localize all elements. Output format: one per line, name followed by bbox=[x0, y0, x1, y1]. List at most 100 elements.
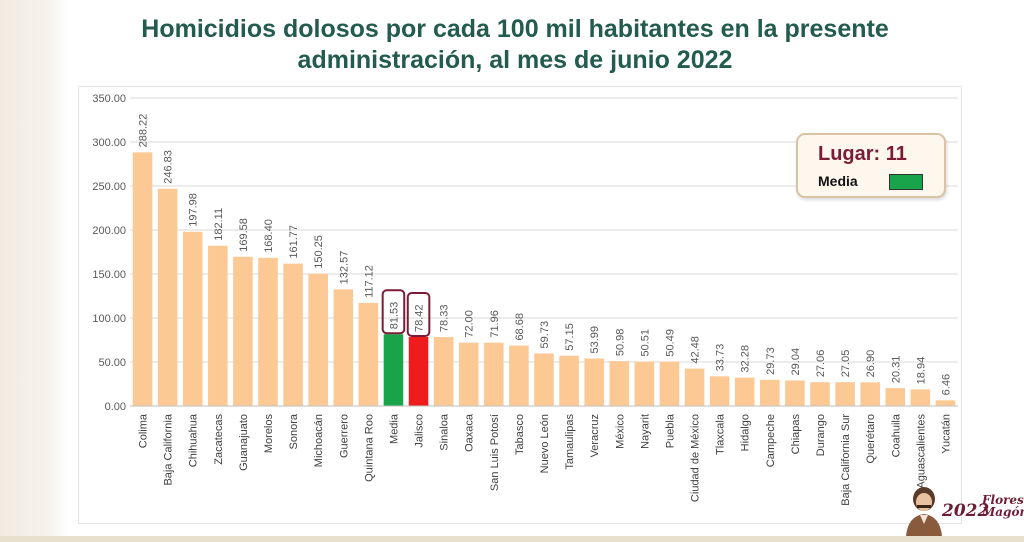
data-label: 132.57 bbox=[338, 251, 350, 285]
data-label: 50.51 bbox=[639, 329, 651, 357]
bar bbox=[308, 273, 328, 406]
data-label: 42.48 bbox=[690, 336, 702, 364]
data-label: 6.46 bbox=[940, 374, 952, 395]
logo-year: 2022 bbox=[942, 501, 990, 521]
data-label: 161.77 bbox=[288, 225, 300, 259]
bar bbox=[283, 263, 303, 406]
bar bbox=[258, 257, 278, 406]
category-label: Guanajuato bbox=[238, 414, 250, 471]
portrait-icon bbox=[906, 487, 942, 536]
category-label: Aguascalientes bbox=[915, 414, 927, 489]
category-label: Oaxaca bbox=[464, 413, 476, 452]
y-tick-label: 100.00 bbox=[92, 313, 126, 325]
y-tick-label: 50.00 bbox=[98, 357, 126, 369]
y-tick-label: 300.00 bbox=[92, 137, 126, 149]
data-label: 68.68 bbox=[514, 313, 526, 341]
bottom-border bbox=[0, 536, 1024, 542]
bar bbox=[860, 382, 880, 406]
bar bbox=[785, 380, 805, 406]
legend-box: Lugar: 11 Media bbox=[796, 133, 946, 198]
data-label: 117.12 bbox=[363, 265, 375, 298]
category-label: Baja California Sur bbox=[840, 414, 852, 506]
category-label: Media bbox=[388, 413, 400, 444]
bar bbox=[509, 345, 529, 406]
category-label: Chihuahua bbox=[188, 413, 200, 467]
category-label: Veracruz bbox=[589, 414, 601, 457]
bar bbox=[132, 152, 153, 406]
bar bbox=[433, 337, 454, 406]
data-label: 26.90 bbox=[865, 350, 877, 378]
category-label: Tlaxcala bbox=[715, 413, 727, 455]
data-label: 72.00 bbox=[464, 310, 476, 338]
logo-name: Flores Magón bbox=[982, 493, 1024, 518]
bar bbox=[182, 231, 203, 406]
y-tick-label: 0.00 bbox=[105, 401, 126, 413]
category-label: México bbox=[614, 414, 626, 449]
category-label: Ciudad de México bbox=[690, 414, 702, 502]
data-label: 50.49 bbox=[664, 329, 676, 357]
bar bbox=[935, 400, 956, 406]
logo-name-line1: Flores bbox=[982, 493, 1024, 507]
category-label: Guerrero bbox=[338, 414, 350, 458]
data-label: 168.40 bbox=[263, 219, 275, 253]
bar bbox=[157, 188, 178, 406]
category-label: Morelos bbox=[263, 414, 275, 454]
category-label: Zacatecas bbox=[213, 414, 225, 465]
bar bbox=[760, 379, 780, 406]
bar bbox=[734, 377, 755, 406]
bar bbox=[885, 388, 906, 406]
bar bbox=[458, 342, 479, 406]
category-label: Coahuila bbox=[890, 413, 902, 457]
bar bbox=[233, 256, 253, 406]
bar bbox=[609, 361, 630, 406]
legend-label: Media bbox=[818, 173, 858, 189]
y-tick-label: 200.00 bbox=[92, 225, 126, 237]
data-label: 33.73 bbox=[715, 344, 727, 372]
legend-title: Lugar: 11 bbox=[818, 143, 907, 165]
category-label: Campeche bbox=[765, 414, 777, 467]
data-label: 197.98 bbox=[188, 193, 200, 227]
bar bbox=[634, 361, 655, 406]
data-label: 27.06 bbox=[815, 350, 827, 378]
data-label: 29.73 bbox=[765, 347, 777, 375]
bar bbox=[358, 302, 379, 406]
bar bbox=[534, 353, 554, 406]
legend-swatch bbox=[889, 174, 923, 190]
data-label: 81.53 bbox=[388, 302, 400, 330]
category-label: Jalisco bbox=[414, 414, 426, 448]
category-label: Tabasco bbox=[514, 414, 526, 455]
data-label: 50.98 bbox=[614, 329, 626, 357]
bar bbox=[559, 355, 579, 406]
category-label: Michoacán bbox=[313, 414, 325, 467]
data-label: 20.31 bbox=[890, 356, 902, 384]
category-label: Baja California bbox=[163, 413, 175, 485]
bar bbox=[835, 382, 855, 406]
bar bbox=[709, 376, 730, 406]
bar bbox=[910, 389, 931, 406]
slide-title: Homicidios dolosos por cada 100 mil habi… bbox=[141, 15, 889, 74]
y-tick-label: 250.00 bbox=[92, 181, 126, 193]
category-label: Nuevo León bbox=[539, 414, 551, 473]
category-label: Quintana Roo bbox=[363, 414, 375, 482]
data-label: 29.04 bbox=[790, 348, 802, 376]
category-label: Durango bbox=[815, 414, 827, 456]
bar bbox=[584, 358, 604, 406]
category-label: Querétaro bbox=[865, 414, 877, 464]
data-label: 32.28 bbox=[740, 345, 752, 373]
bar bbox=[684, 368, 705, 406]
category-label: Tamaulipas bbox=[564, 414, 576, 470]
data-label: 246.83 bbox=[163, 150, 175, 184]
bar bbox=[408, 336, 429, 406]
data-label: 53.99 bbox=[589, 326, 601, 354]
data-label: 57.15 bbox=[564, 323, 576, 351]
bar bbox=[208, 245, 228, 406]
highlight-box bbox=[381, 289, 406, 335]
data-label: 18.94 bbox=[915, 357, 927, 385]
data-label: 169.58 bbox=[238, 218, 250, 252]
highlight-box bbox=[406, 291, 431, 337]
category-label: Hidalgo bbox=[740, 414, 752, 451]
data-label: 288.22 bbox=[138, 114, 150, 148]
bar bbox=[333, 289, 354, 406]
